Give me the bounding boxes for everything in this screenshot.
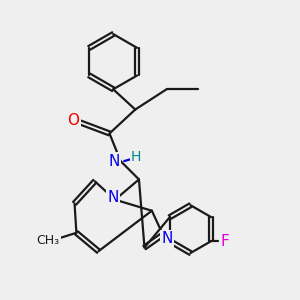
Text: N: N — [162, 231, 173, 246]
Text: H: H — [131, 150, 141, 164]
Text: N: N — [108, 154, 120, 169]
Text: N: N — [107, 190, 119, 205]
Text: F: F — [221, 234, 230, 249]
Text: O: O — [68, 113, 80, 128]
Text: CH₃: CH₃ — [37, 234, 60, 248]
